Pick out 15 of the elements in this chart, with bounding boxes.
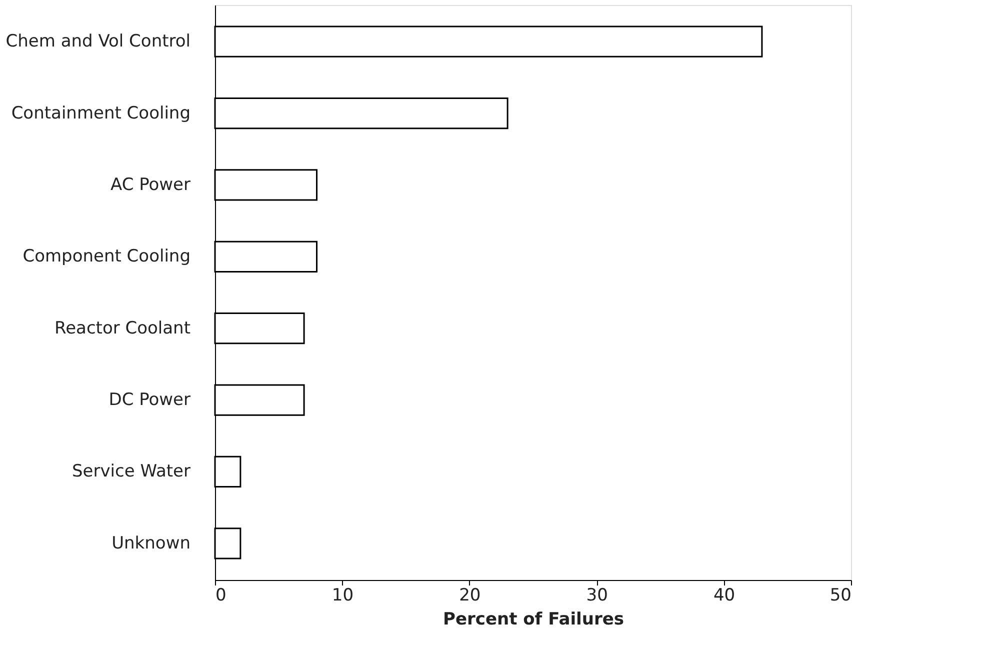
y-tick-label: Component Cooling bbox=[22, 246, 190, 267]
y-tick-label: Service Water bbox=[72, 462, 190, 482]
y-tick-label: Unknown bbox=[112, 533, 190, 554]
x-tick-label: 40 bbox=[713, 586, 736, 606]
y-tick-label: Chem and Vol Control bbox=[6, 32, 190, 52]
x-axis-title: Percent of Failures bbox=[443, 610, 624, 630]
x-tick-label: 30 bbox=[586, 586, 608, 606]
x-tick-label: 20 bbox=[459, 586, 481, 606]
x-tick-label: 0 bbox=[216, 586, 226, 606]
y-tick-label: Reactor Coolant bbox=[54, 318, 191, 338]
y-tick-label: AC Power bbox=[110, 174, 190, 195]
x-tick-label: 10 bbox=[332, 586, 354, 606]
x-tick-label: 50 bbox=[830, 586, 852, 606]
y-tick-label: DC Power bbox=[108, 390, 191, 410]
y-tick-label: Containment Cooling bbox=[11, 103, 190, 124]
